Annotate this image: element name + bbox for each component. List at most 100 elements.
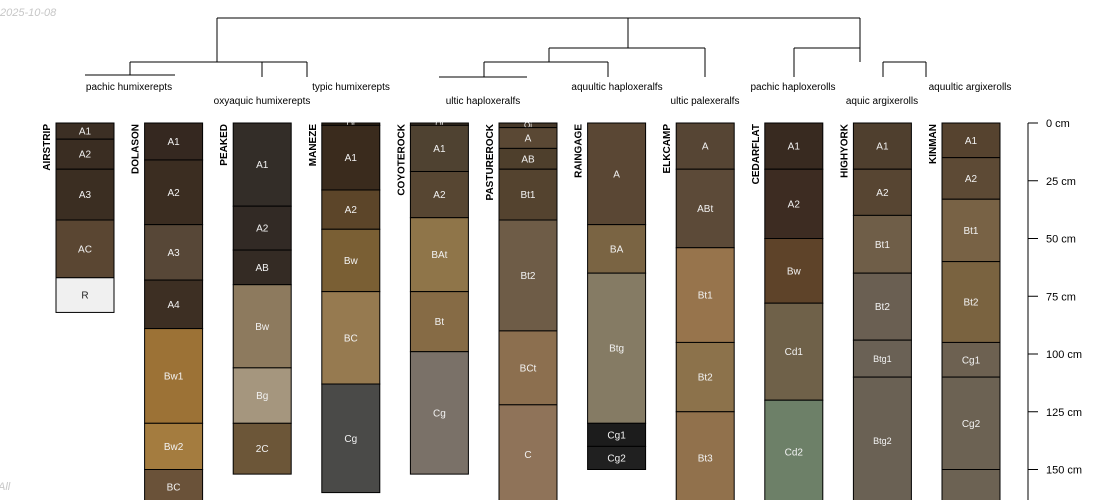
horizon-cd2 [764, 399, 824, 500]
profile-name: RAINGAGE [574, 124, 585, 178]
horizon-abt [675, 168, 735, 249]
horizon-a3 [144, 224, 204, 281]
horizon-label: Btg2 [873, 436, 892, 446]
horizon-a1 [321, 124, 381, 191]
horizon-c [498, 404, 558, 500]
horizon-label: Bt2 [520, 271, 535, 282]
horizon-a1 [764, 122, 824, 170]
horizon-label: Bt3 [698, 453, 713, 464]
horizon-cg2 [941, 376, 1001, 471]
profile-cedarflat: CEDARFLAT A1 A2 Bw Cd1 Cd2 [751, 122, 824, 500]
horizon-label: Cg1 [607, 430, 626, 441]
horizon-ab [232, 249, 292, 286]
horizon-label: A2 [345, 205, 358, 216]
horizon-label: Cg2 [607, 453, 626, 464]
taxon-label: typic humixerepts [312, 82, 390, 93]
horizon-a1 [232, 122, 292, 207]
horizon-label: A [525, 134, 532, 145]
horizon-cg2 [587, 445, 647, 470]
horizon-cg [321, 383, 381, 494]
axis-tick-label: 75 cm [1046, 291, 1076, 303]
horizon-a2 [852, 168, 912, 216]
horizon-label: A1 [167, 137, 180, 148]
horizon-a2 [409, 171, 469, 219]
horizon-label: Bw2 [164, 442, 184, 453]
profile-coyoterock: COYOTEROCK Oi A1 A2 BAt Bt Cg [396, 120, 469, 475]
horizon-label: A3 [167, 248, 180, 259]
horizon-bt2 [941, 261, 1001, 343]
taxon-label: aquultic argixerolls [929, 82, 1012, 93]
horizon-label: Bw [344, 256, 359, 267]
horizon-bt [409, 291, 469, 353]
profile-dolason: DOLASON A1 A2 A3 A4 Bw1 Bw2 BC [131, 122, 204, 500]
profile-name: DOLASON [131, 124, 142, 174]
horizon-label: A2 [167, 188, 180, 199]
horizon-unnamed [941, 469, 1001, 500]
horizon-cg [409, 351, 469, 475]
depth-axis: 0 cm 25 cm 50 cm 75 cm 100 cm 125 cm 150 cm [1027, 118, 1082, 500]
horizon-bg [232, 367, 292, 424]
horizon-2c [232, 422, 292, 475]
horizon-label: C [524, 450, 531, 461]
horizon-cg1 [941, 341, 1001, 378]
horizon-a2 [55, 138, 115, 170]
horizon-label: A2 [965, 174, 978, 185]
horizon-label: Bt [435, 317, 445, 328]
profile-raingage: RAINGAGE A BA Btg Cg1 Cg2 [574, 122, 647, 470]
horizon-label: A3 [79, 190, 92, 201]
horizon-ac [55, 219, 115, 279]
axis-tick-label: 25 cm [1046, 176, 1076, 188]
horizon-label: AB [521, 154, 535, 165]
taxon-label: pachic haploxerolls [750, 82, 835, 93]
horizon-label: BCt [520, 363, 537, 374]
horizon-label: A1 [788, 142, 801, 153]
horizon-label: AB [256, 263, 270, 274]
horizon-label: Bg [256, 391, 268, 402]
horizon-label: R [81, 291, 88, 302]
horizon-a1 [409, 124, 469, 173]
profile-peaked: PEAKED A1 A2 AB Bw Bg 2C [219, 122, 292, 475]
horizon-label: A1 [256, 160, 269, 171]
horizon-label: Cg1 [962, 355, 981, 366]
horizon-label: A4 [167, 300, 180, 311]
horizon-label: A1 [965, 136, 978, 147]
horizon-label: BC [344, 333, 358, 344]
horizon-label: Cg [433, 408, 446, 419]
profile-name: HIGHYORK [839, 123, 850, 178]
profile-name: CEDARFLAT [751, 124, 762, 184]
horizon-btg2 [852, 376, 912, 500]
horizon-label: A1 [876, 142, 889, 153]
horizon-label: A2 [79, 150, 92, 161]
horizon-label: Btg1 [873, 354, 892, 364]
horizon-label: Bt2 [963, 298, 978, 309]
horizon-label: A2 [256, 224, 269, 235]
horizon-label: Bw [787, 266, 802, 277]
horizon-label: Bt1 [875, 240, 890, 251]
horizon-label: 2C [256, 444, 269, 455]
taxon-label: aquic argixerolls [846, 96, 918, 107]
horizon-label: Oi [524, 121, 532, 130]
profile-name: PEAKED [219, 124, 230, 166]
taxon-label: pachic humixerepts [86, 82, 172, 93]
horizon-r [55, 277, 115, 313]
taxon-label: oxyaquic humixerepts [214, 96, 311, 107]
horizon-a2 [764, 168, 824, 239]
horizon-label: Cd2 [785, 448, 804, 459]
axis-tick-label: 125 cm [1046, 407, 1082, 419]
profile-name: ELKCAMP [662, 124, 673, 174]
attribution-text: All [0, 481, 11, 493]
horizon-label: A [702, 142, 709, 153]
dendrogram [85, 17, 927, 78]
profile-airstrip: AIRSTRIP A1 A2 A3 AC R [42, 122, 115, 313]
horizon-label: Oi [347, 120, 355, 129]
horizon-bt1 [852, 214, 912, 274]
horizon-label: A1 [79, 127, 92, 138]
horizon-label: A1 [433, 144, 446, 155]
horizon-label: Bt2 [698, 373, 713, 384]
horizon-bw [232, 284, 292, 369]
horizon-label: Cg2 [962, 419, 981, 430]
horizon-label: A2 [788, 199, 801, 210]
horizon-label: Bt1 [520, 190, 535, 201]
profile-name: AIRSTRIP [42, 124, 53, 171]
